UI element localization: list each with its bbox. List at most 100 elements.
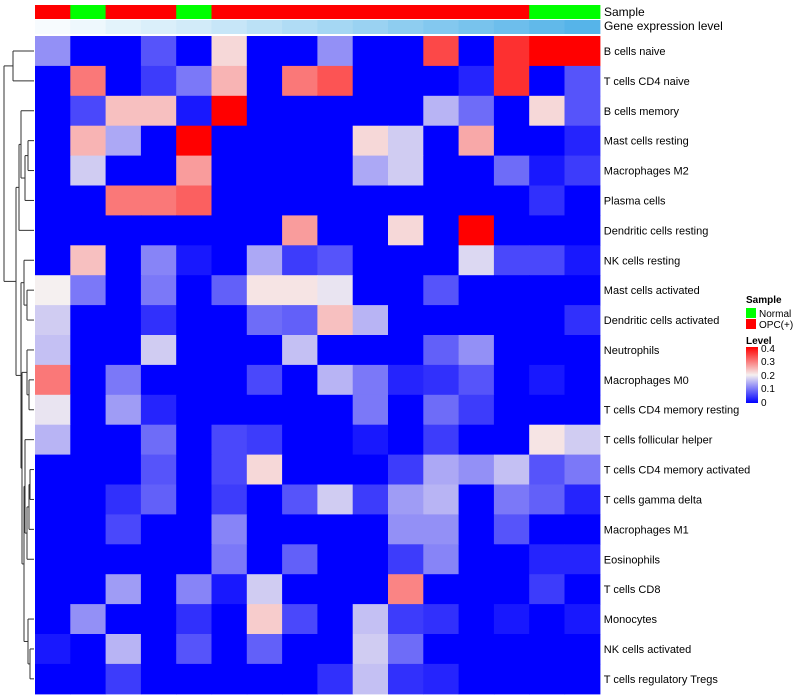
heatmap-cell: [35, 574, 71, 605]
expression-annotation-cell: [282, 20, 318, 34]
expression-annotation-cell: [317, 20, 354, 34]
legend-sample-title: Sample: [746, 295, 782, 306]
heatmap-cell: [458, 394, 495, 426]
heatmap-cell: [282, 335, 318, 366]
heatmap-cell: [70, 454, 107, 486]
heatmap-cell: [529, 634, 566, 665]
heatmap-cell: [246, 65, 283, 97]
heatmap-cell: [211, 364, 248, 396]
heatmap-cell: [35, 65, 71, 97]
heatmap-cell: [282, 245, 318, 276]
heatmap-cell: [388, 484, 424, 515]
heatmap-cell: [458, 663, 495, 695]
heatmap-cell: [423, 185, 460, 216]
heatmap-cell: [493, 364, 530, 396]
heatmap-cell: [176, 95, 213, 127]
heatmap-cell: [140, 36, 177, 67]
heatmap-cell: [35, 245, 71, 276]
heatmap-cell: [529, 424, 566, 456]
heatmap-cell: [564, 484, 601, 515]
heatmap-cell: [388, 604, 424, 635]
heatmap-cell: [105, 514, 142, 545]
heatmap-cell: [493, 424, 530, 456]
heatmap-cell: [70, 544, 107, 575]
heatmap-cell: [105, 185, 142, 216]
heatmap-cell: [423, 245, 460, 276]
heatmap-cell: [70, 484, 107, 515]
heatmap-cell: [388, 305, 424, 336]
heatmap-cell: [140, 215, 177, 246]
heatmap-cell: [105, 275, 142, 306]
heatmap-cell: [458, 36, 495, 67]
heatmap-cell: [246, 364, 283, 396]
heatmap-cell: [352, 65, 389, 97]
heatmap-cell: [317, 364, 354, 396]
legend-level-colorbar: [746, 347, 758, 403]
heatmap-cell: [70, 95, 107, 127]
row-label: NK cells resting: [604, 255, 680, 267]
heatmap-cell: [176, 215, 213, 246]
heatmap-cell: [493, 245, 530, 276]
heatmap-cell: [35, 155, 71, 187]
expression-annotation-cell: [70, 20, 107, 34]
heatmap-cell: [35, 663, 71, 695]
row-label: T cells CD4 memory resting: [604, 405, 740, 417]
heatmap-cell: [140, 484, 177, 515]
heatmap-cell: [458, 275, 495, 306]
expression-annotation-cell: [529, 20, 566, 34]
heatmap-cell: [317, 604, 354, 635]
heatmap-cell: [423, 454, 460, 486]
heatmap-cell: [211, 335, 248, 366]
heatmap-cell: [176, 125, 213, 157]
heatmap-cell: [246, 95, 283, 127]
heatmap-cell: [493, 36, 530, 67]
heatmap-cell: [211, 95, 248, 127]
heatmap-cell: [458, 484, 495, 515]
heatmap-cell: [105, 65, 142, 97]
heatmap-cell: [564, 36, 601, 67]
heatmap-cell: [105, 36, 142, 67]
heatmap-cell: [140, 544, 177, 575]
heatmap-cell: [246, 484, 283, 515]
heatmap-cell: [352, 125, 389, 157]
legend-level-title: Level: [746, 336, 772, 347]
heatmap-cell: [282, 215, 318, 246]
heatmap-cells: [35, 36, 601, 695]
heatmap-cell: [140, 634, 177, 665]
heatmap-cell: [246, 125, 283, 157]
heatmap-cell: [246, 634, 283, 665]
heatmap-cell: [70, 663, 107, 695]
heatmap-cell: [352, 484, 389, 515]
legend-swatch-normal: [746, 308, 756, 318]
heatmap-cell: [105, 604, 142, 635]
expression-annotation-cell: [140, 20, 177, 34]
heatmap-cell: [176, 484, 213, 515]
heatmap-cell: [317, 634, 354, 665]
heatmap-cell: [493, 574, 530, 605]
heatmap-cell: [176, 663, 213, 695]
row-dendrogram: [3, 50, 34, 680]
expression-annotation-cell: [246, 20, 283, 34]
heatmap-cell: [493, 215, 530, 246]
row-label: T cells gamma delta: [604, 494, 703, 506]
heatmap-cell: [423, 394, 460, 426]
heatmap-cell: [211, 484, 248, 515]
heatmap-cell: [140, 335, 177, 366]
heatmap-cell: [282, 155, 318, 187]
heatmap-cell: [176, 185, 213, 216]
heatmap-cell: [529, 454, 566, 486]
heatmap-cell: [282, 364, 318, 396]
heatmap-cell: [352, 215, 389, 246]
heatmap-cell: [352, 663, 389, 695]
heatmap-cell: [458, 245, 495, 276]
heatmap-cell: [105, 215, 142, 246]
expression-annotation-cell: [35, 20, 71, 34]
heatmap-cell: [529, 185, 566, 216]
heatmap-cell: [211, 424, 248, 456]
heatmap-cell: [529, 305, 566, 336]
heatmap-cell: [493, 275, 530, 306]
heatmap-cell: [246, 155, 283, 187]
row-label: T cells regulatory Tregs: [604, 674, 719, 686]
heatmap-cell: [246, 574, 283, 605]
row-label: Macrophages M2: [604, 166, 689, 178]
